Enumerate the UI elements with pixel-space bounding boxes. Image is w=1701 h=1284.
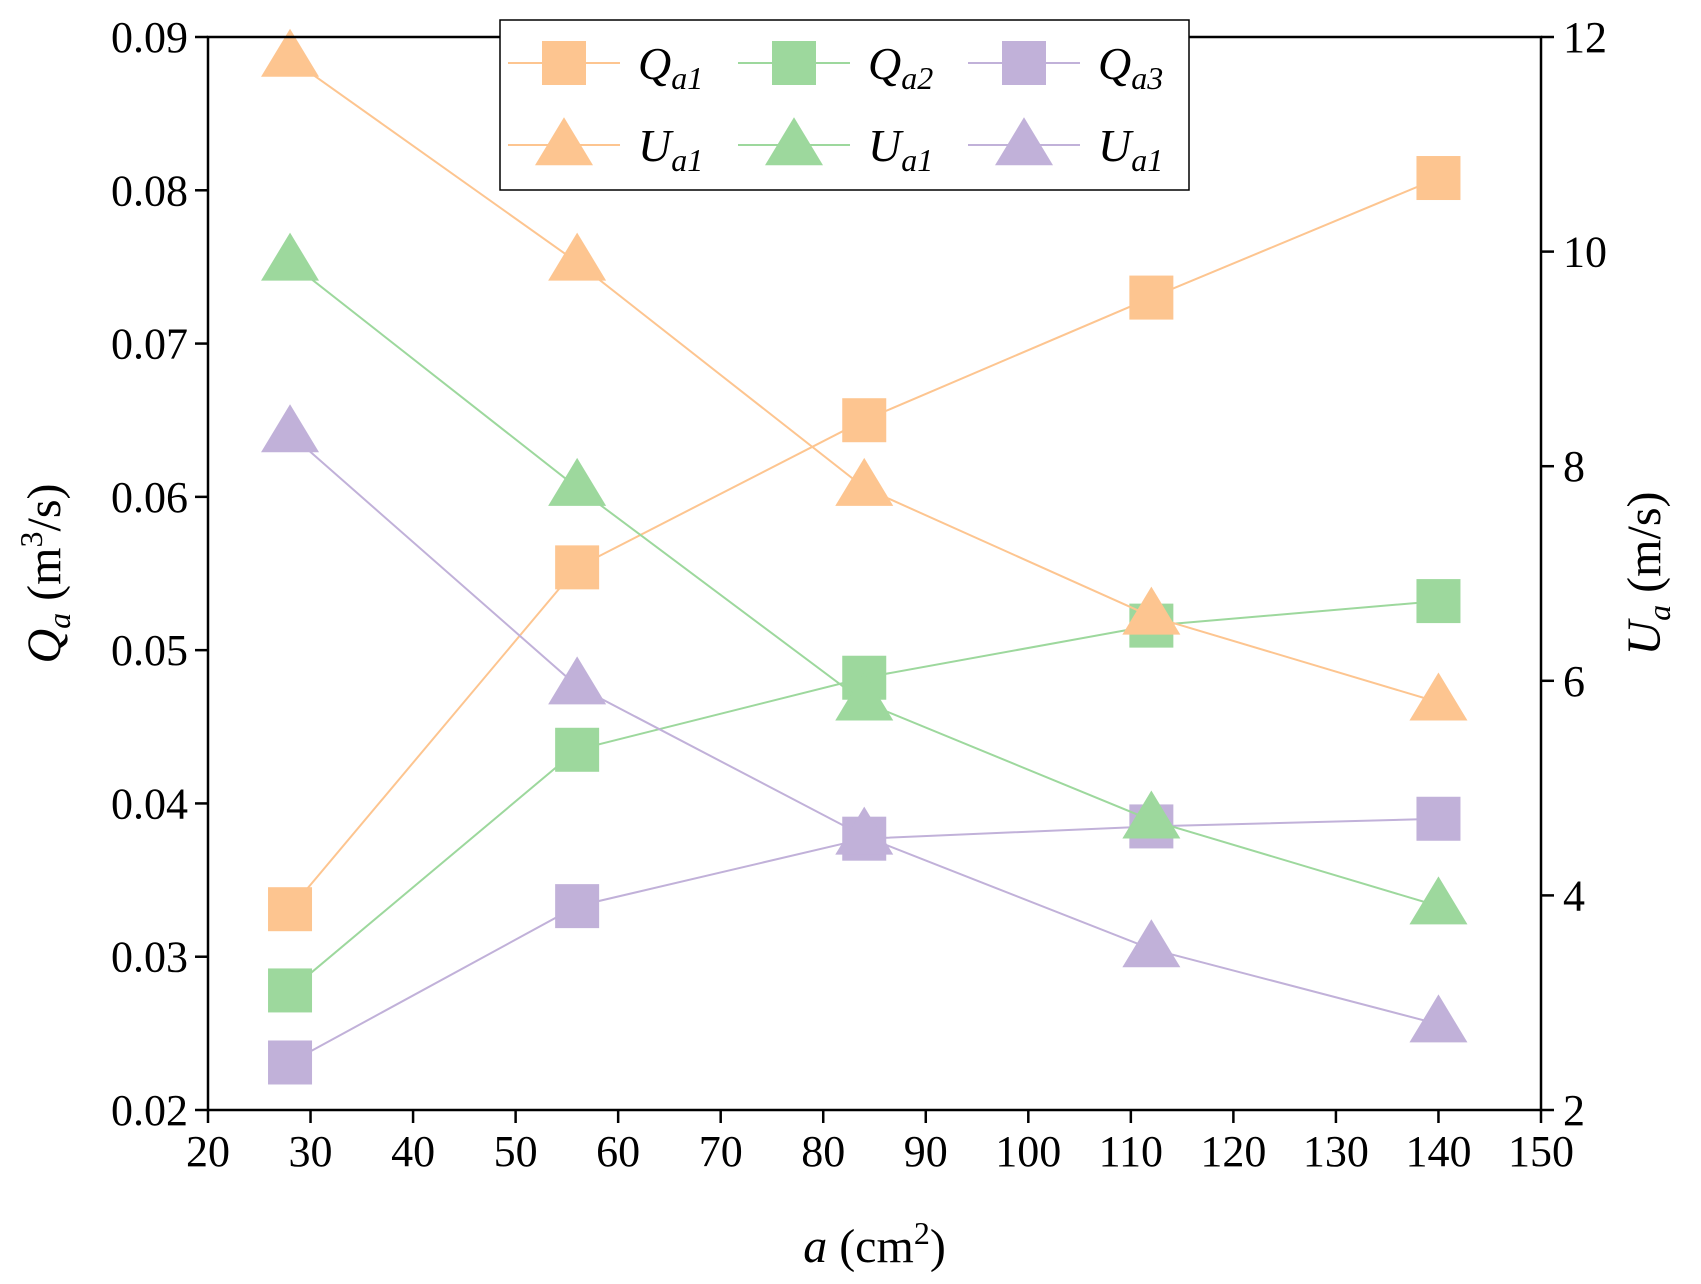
data-point-square [268,1040,313,1085]
series-ua1-5 [261,404,1468,1043]
y-right-tick-label: 10 [1563,228,1607,277]
legend-item: Ua1 [738,117,933,178]
legend-marker-triangle [535,117,593,166]
data-point-square [842,398,887,443]
data-point-triangle [835,672,894,721]
legend-marker-square [542,41,586,85]
data-point-square [555,545,600,590]
x-axis-title: a (cm2) [803,1215,946,1273]
axes-layer: 20 30 40 50 60 70 80 90 100 110 120 130 140 150 0.02 0.… [13,13,1677,1273]
series-ua1-3 [261,28,1468,721]
legend-item: Qa1 [508,38,703,96]
legend: Qa1 Qa2 Qa3 Ua1 Ua1 Ua1 [499,19,1190,191]
data-point-square [1129,275,1174,320]
data-point-triangle [548,457,607,506]
legend-item: Ua1 [968,117,1163,178]
x-tick-label: 120 [1200,1127,1266,1176]
legend-label: Ua1 [868,120,933,178]
data-point-triangle [835,457,894,506]
legend-marker-triangle [995,117,1053,166]
series-qa2-1 [268,579,1461,1013]
data-point-square [268,887,313,932]
x-tick-label: 80 [801,1127,845,1176]
series-line [289,177,1439,910]
y-left-tick-label: 0.08 [111,166,188,215]
data-point-square [1416,156,1461,201]
data-point-square [268,968,313,1013]
data-point-triangle [548,656,607,705]
legend-label: Qa1 [638,38,703,96]
data-point-triangle [835,806,894,855]
legend-marker-triangle [765,117,823,166]
legend-item: Ua1 [508,117,703,178]
y-right-tick-label: 2 [1563,1086,1585,1135]
legend-marker-square [772,41,816,85]
x-tick-label: 130 [1303,1127,1369,1176]
data-point-square [555,727,600,772]
y-right-tick-label: 12 [1563,13,1607,62]
series-qa1-0 [268,156,1461,932]
data-point-triangle [1409,994,1468,1043]
y-right-tick-label: 4 [1563,871,1585,920]
legend-item: Qa3 [968,38,1163,96]
data-point-triangle [261,404,320,453]
data-point-square [1416,579,1461,624]
x-tick-label: 140 [1405,1127,1471,1176]
data-point-triangle [1122,790,1181,839]
legend-label: Qa2 [868,38,933,96]
plot-frame [206,35,1543,1112]
x-tick-label: 70 [699,1127,743,1176]
y-left-tick-label: 0.04 [111,779,188,828]
x-tick-label: 50 [494,1127,538,1176]
y-left-tick-label: 0.05 [111,626,188,675]
y-left-tick-label: 0.09 [111,13,188,62]
y-right-tick-label: 8 [1563,442,1585,491]
x-tick-label: 90 [904,1127,948,1176]
x-tick-label: 100 [995,1127,1061,1176]
data-point-square [555,884,600,929]
data-point-triangle [1122,919,1181,968]
series-line [289,433,1439,1026]
y-left-tick-label: 0.07 [111,320,188,369]
y-left-tick-label: 0.02 [111,1086,188,1135]
data-point-triangle [548,232,607,281]
series-ua1-4 [261,232,1468,925]
legend-item: Qa2 [738,38,933,96]
legend-label: Ua1 [638,120,703,178]
y-left-tick-label: 0.06 [111,473,188,522]
y-left-tick-label: 0.03 [111,933,188,982]
data-point-triangle [1409,672,1468,721]
data-point-triangle [1409,876,1468,925]
data-point-triangle [261,28,320,77]
x-tick-label: 150 [1508,1127,1574,1176]
data-point-square [1416,796,1461,841]
legend-marker-square [1002,41,1046,85]
legend-label: Qa3 [1098,38,1163,96]
x-tick-label: 20 [186,1127,230,1176]
x-tick-label: 60 [596,1127,640,1176]
series-layer [261,28,1468,1085]
data-point-triangle [1122,586,1181,635]
legend-label: Ua1 [1098,120,1163,178]
data-point-triangle [261,232,320,281]
y-right-tick-label: 6 [1563,657,1585,706]
legend-box [499,19,1190,191]
x-tick-label: 110 [1099,1127,1163,1176]
y-right-axis-title: Ua (m/s) [1618,492,1677,656]
x-tick-label: 30 [289,1127,333,1176]
y-left-axis-title: Qa (m3/s) [13,484,77,664]
x-tick-label: 40 [391,1127,435,1176]
